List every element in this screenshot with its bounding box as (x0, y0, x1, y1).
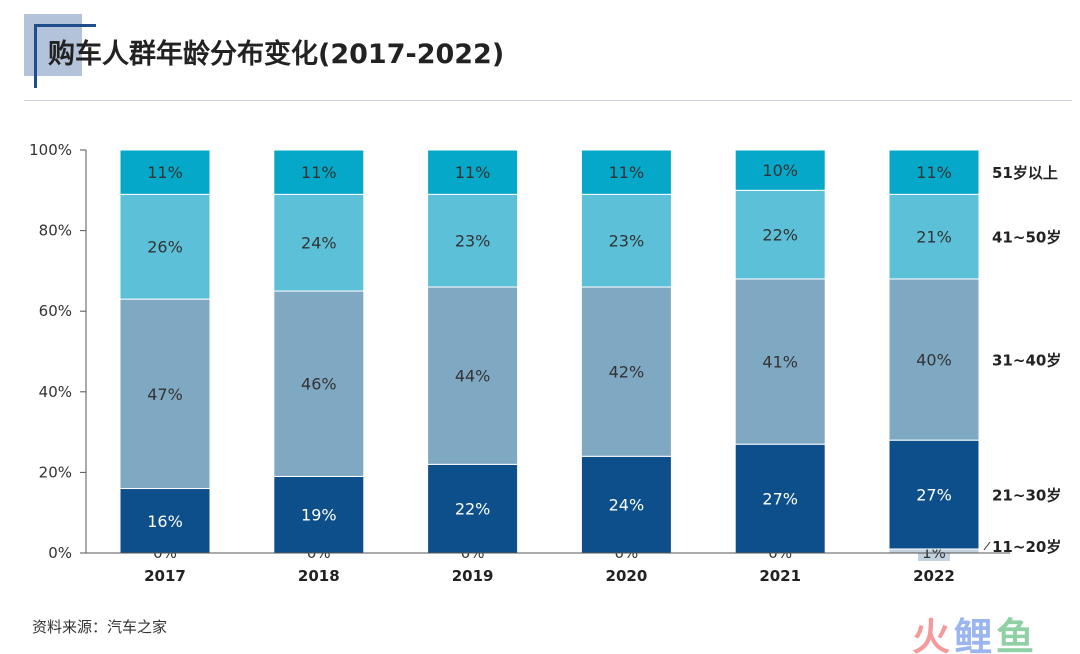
data-label: 11% (609, 163, 645, 182)
data-label: 42% (609, 363, 645, 382)
bar-segment (427, 286, 519, 465)
x-tick-label: 2019 (452, 567, 494, 585)
bar-segment (888, 193, 980, 280)
data-label: 47% (147, 385, 183, 404)
legend-label: 21~30岁 (992, 487, 1061, 505)
bar-segment (427, 149, 519, 195)
data-label: 11% (301, 163, 337, 182)
data-label: 40% (916, 351, 952, 370)
data-label: 21% (916, 228, 952, 247)
data-label: 26% (147, 238, 183, 257)
y-tick-label: 60% (39, 302, 72, 320)
data-label: 22% (762, 226, 798, 245)
bar-segment (580, 193, 672, 288)
data-label: 27% (916, 486, 952, 505)
bar-segment (119, 298, 211, 490)
x-tick-label: 2022 (913, 567, 955, 585)
bar-segment (888, 439, 980, 550)
legend-leader-line (983, 541, 991, 551)
data-label: 23% (609, 232, 645, 251)
bar-segment (580, 286, 672, 457)
data-label: 16% (147, 512, 183, 531)
x-tick-label: 2021 (759, 567, 801, 585)
data-label: 27% (762, 490, 798, 509)
data-label: 19% (301, 506, 337, 525)
bar-segment (273, 290, 365, 477)
data-label: 11% (455, 163, 491, 182)
y-tick-label: 80% (39, 222, 72, 240)
bar-segment (888, 278, 980, 441)
legend-label: 51岁以上 (992, 164, 1058, 182)
y-tick-label: 100% (29, 141, 72, 159)
bar-segment (427, 463, 519, 554)
y-tick-label: 20% (39, 463, 72, 481)
chart-title: 购车人群年龄分布变化(2017-2022) (48, 39, 505, 70)
data-label: 23% (455, 232, 491, 251)
bar-segment (580, 149, 672, 195)
title-divider (24, 100, 1072, 101)
bar-segment (119, 149, 211, 195)
data-label: 24% (301, 234, 337, 253)
bar-segment (273, 149, 365, 195)
bar-segment (734, 443, 826, 554)
title-decoration-line (34, 24, 96, 27)
data-label: 44% (455, 367, 491, 386)
legend-label: 31~40岁 (992, 352, 1061, 370)
data-label: 46% (301, 375, 337, 394)
bar-segment (119, 193, 211, 300)
legend-label: 41~50岁 (992, 229, 1061, 247)
source-note: 资料来源：汽车之家 (32, 618, 168, 636)
bar-segment (734, 278, 826, 445)
bar-segment (734, 189, 826, 280)
title-decoration-line (34, 24, 37, 88)
legend-label: 11~20岁 (992, 538, 1061, 556)
bar-segment (888, 149, 980, 195)
data-label: 11% (147, 163, 183, 182)
bar-segment (273, 193, 365, 292)
y-tick-label: 0% (48, 544, 72, 562)
x-tick-label: 2017 (144, 567, 186, 585)
data-label: 10% (762, 161, 798, 180)
bar-segment (119, 488, 211, 554)
x-tick-label: 2020 (606, 567, 648, 585)
bar-segment (734, 149, 826, 191)
data-label: 11% (916, 163, 952, 182)
data-label: 41% (762, 353, 798, 372)
data-label: 22% (455, 500, 491, 519)
watermark-logo: 火鲤鱼 (912, 615, 1039, 654)
y-tick-label: 40% (39, 383, 72, 401)
data-label: 24% (609, 496, 645, 515)
bar-segment (427, 193, 519, 288)
x-tick-label: 2018 (298, 567, 340, 585)
